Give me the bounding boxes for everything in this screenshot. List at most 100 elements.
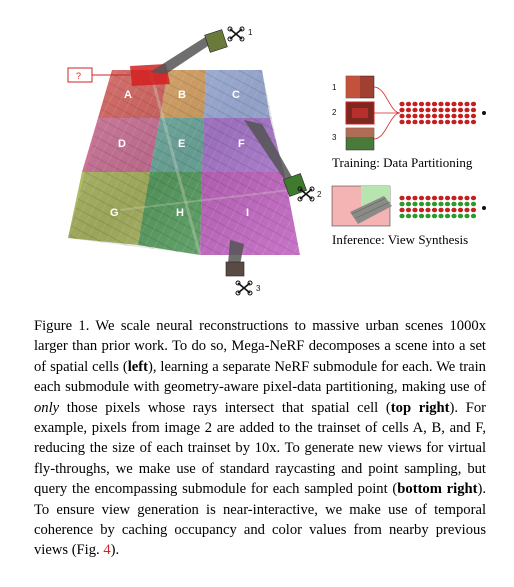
sample-point [464,195,470,201]
sample-point [412,213,418,219]
sample-point [399,113,405,119]
drone-3-icon [235,280,253,296]
sample-point [470,207,477,213]
caption-bold-left: left [127,358,148,375]
camera-image-3 [225,261,245,277]
sample-point [444,195,451,201]
sample-point [457,113,464,119]
sample-point [464,119,470,125]
sample-point [438,113,444,119]
sample-point [418,201,425,207]
sample-point [438,107,444,113]
sample-point [399,119,405,125]
sample-point [451,119,457,125]
caption-italic-only: only [34,399,60,416]
sample-point [444,113,451,119]
figure-ref-link[interactable]: 4 [103,542,111,559]
sample-point [405,195,412,201]
sample-point [431,213,438,219]
inference-caption: Inference: View Synthesis [332,232,469,247]
sample-point [470,101,477,107]
sample-point [431,195,438,201]
sample-point [444,201,451,207]
sample-point [412,207,418,213]
caption-bold-bottom-right: bottom right [397,481,478,498]
drone-label-3: 3 [256,284,261,293]
red-point-samples [399,101,477,125]
caption-text-2: ), learning a separate NeRF submodule fo… [34,358,486,396]
sample-point [418,113,425,119]
sample-point [438,119,444,125]
sample-point [425,207,431,213]
sample-point [451,207,457,213]
sample-point [457,107,464,113]
sample-point [412,101,418,107]
sample-point [425,119,431,125]
drone-label-2: 2 [317,190,322,199]
sample-point [464,207,470,213]
sample-point [431,201,438,207]
sample-point [438,213,444,219]
sample-point [399,107,405,113]
sample-point [431,207,438,213]
cell-label-C: C [232,89,240,101]
sample-point [425,113,431,119]
caption-bold-top-right: top right [390,399,450,416]
sample-point [418,207,425,213]
sample-point [464,213,470,219]
sample-point [444,101,451,107]
sample-point [470,119,477,125]
drone-2-icon [297,186,315,202]
sample-point [405,113,412,119]
sample-point [431,107,438,113]
sample-point [470,201,477,207]
cell-label-G: G [110,207,119,219]
sample-point [438,207,444,213]
cell-label-F: F [238,138,245,150]
sample-point [405,119,412,125]
sample-point [425,201,431,207]
caption-label: Figure 1. [34,318,90,334]
sample-point [412,195,418,201]
sample-point [457,207,464,213]
sample-point [425,101,431,107]
sample-point [412,107,418,113]
sample-point [418,195,425,201]
figure-1: A B C D E F G H I ? 1 [67,26,486,296]
cell-label-E: E [178,138,185,150]
caption-text-1: We scale neural reconstructions to massi… [34,318,486,375]
sample-point [418,119,425,125]
sample-point [425,195,431,201]
sample-point [470,113,477,119]
sample-point [464,113,470,119]
frustum-3 [228,240,244,265]
caption-text-3: those pixels whose rays intersect that s… [59,399,391,416]
question-box [67,67,93,83]
sample-point [412,119,418,125]
sample-point [431,101,438,107]
sample-point [431,119,438,125]
sample-point [457,195,464,201]
sample-point [405,201,412,207]
sample-point [405,101,412,107]
question-mark: ? [76,71,81,81]
sample-point [425,107,431,113]
frustum-1 [150,34,214,74]
sample-point [470,195,477,201]
figure-graphic: A B C D E F G H I ? 1 [67,26,486,296]
sample-point [405,207,412,213]
sample-point [457,201,464,207]
partition-rays [373,86,401,140]
sample-point [431,113,438,119]
sample-point [405,107,412,113]
sample-point [464,201,470,207]
sample-point [399,207,405,213]
sample-point [444,119,451,125]
frustum-2 [244,120,296,188]
sample-point [464,101,470,107]
figure-caption: Figure 1. We scale neural reconstruction… [34,316,486,561]
sample-point [438,201,444,207]
cell-label-I: I [246,207,249,219]
sample-point [470,213,477,219]
sample-point [444,213,451,219]
